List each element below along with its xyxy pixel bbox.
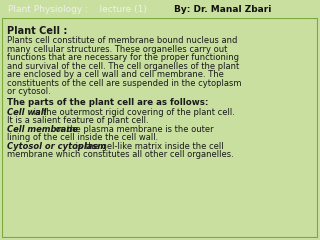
Text: constituents of the cell are suspended in the cytoplasm: constituents of the cell are suspended i… xyxy=(7,78,242,88)
Text: and survival of the cell. The cell organelles of the plant: and survival of the cell. The cell organ… xyxy=(7,61,239,71)
Text: Plant Cell :: Plant Cell : xyxy=(7,26,68,36)
Text: functions that are necessary for the proper functioning: functions that are necessary for the pro… xyxy=(7,53,239,62)
Text: By: Dr. Manal Zbari: By: Dr. Manal Zbari xyxy=(174,5,272,13)
Text: or cytosol.: or cytosol. xyxy=(7,87,51,96)
Text: membrane which constitutes all other cell organelles.: membrane which constitutes all other cel… xyxy=(7,150,234,159)
Text: Cytosol or cytoplasm: Cytosol or cytoplasm xyxy=(7,142,106,150)
Text: are enclosed by a cell wall and cell membrane. The: are enclosed by a cell wall and cell mem… xyxy=(7,70,224,79)
Text: Cell wall: Cell wall xyxy=(7,108,46,116)
Text: is the outermost rigid covering of the plant cell.: is the outermost rigid covering of the p… xyxy=(31,108,235,116)
Text: Plants cell constitute of membrane bound nucleus and: Plants cell constitute of membrane bound… xyxy=(7,36,237,45)
Text: or the plasma membrane is the outer: or the plasma membrane is the outer xyxy=(53,125,214,133)
Text: The parts of the plant cell are as follows:: The parts of the plant cell are as follo… xyxy=(7,97,208,107)
Text: many cellular structures. These organelles carry out: many cellular structures. These organell… xyxy=(7,44,228,54)
Text: Plant Physiology :    lecture (1): Plant Physiology : lecture (1) xyxy=(8,5,156,13)
Text: lining of the cell inside the cell wall.: lining of the cell inside the cell wall. xyxy=(7,133,158,142)
Text: It is a salient feature of plant cell.: It is a salient feature of plant cell. xyxy=(7,116,148,125)
Text: is the gel-like matrix inside the cell: is the gel-like matrix inside the cell xyxy=(73,142,224,150)
Text: Cell membrane: Cell membrane xyxy=(7,125,78,133)
